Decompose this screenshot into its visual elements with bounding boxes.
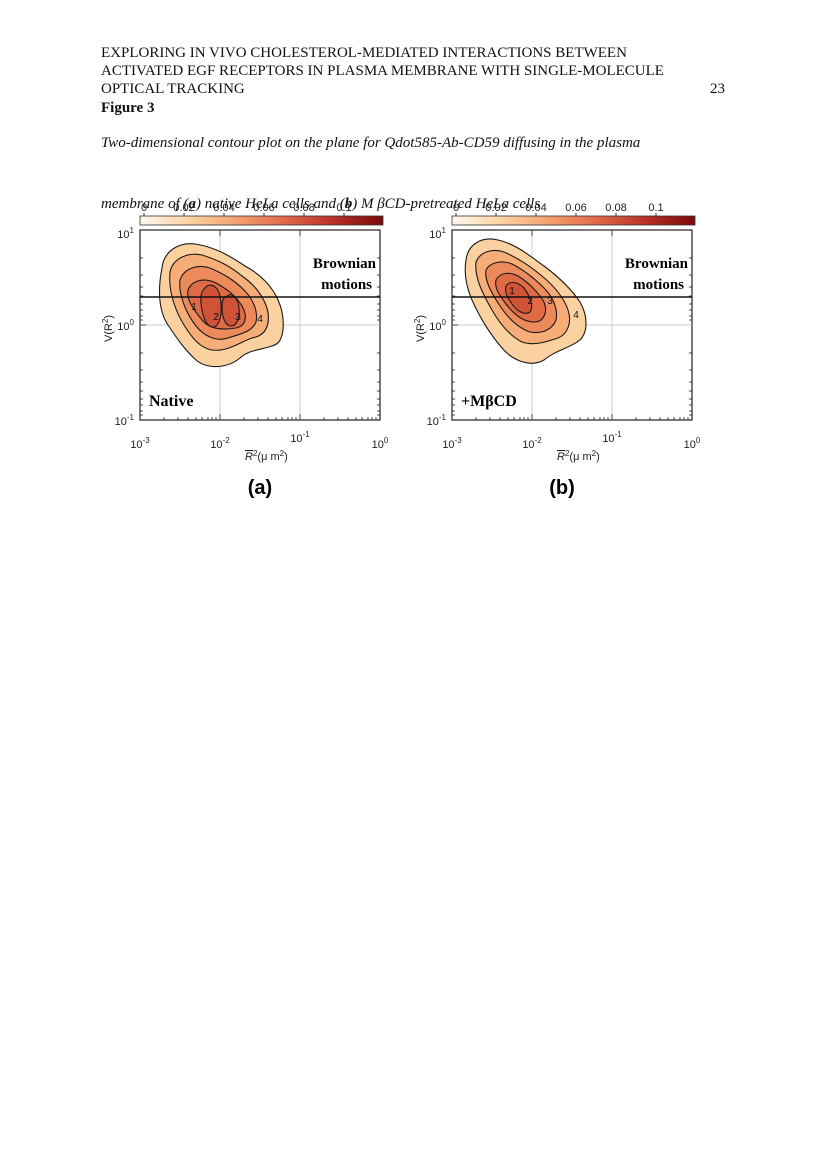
x-tick-label: 10-1 <box>602 430 622 445</box>
x-tick-labels: 10-3 10-2 10-1 100 <box>130 430 389 451</box>
panel-label: (a) <box>248 477 272 499</box>
brownian-annotation-1: Brownian <box>625 256 689 272</box>
x-axis-label: R2(μ m2) <box>557 449 600 463</box>
colorbar-tick-label: 0.04 <box>213 202 234 214</box>
y-tick-label: 100 <box>117 318 134 333</box>
colorbar-tick-label: 0 <box>453 202 459 214</box>
contour-label-3: 3 <box>235 312 241 323</box>
x-axis-label: R2(μ m2) <box>245 449 288 463</box>
contour-level-5 <box>200 284 222 328</box>
brownian-annotation-2: motions <box>321 277 372 293</box>
page-number: 23 <box>710 81 725 97</box>
y-axis-label: V(R2) <box>413 315 427 342</box>
contour-label-3: 3 <box>547 296 553 307</box>
contour-plot-native: 0 0.02 0.04 0.06 0.08 0.1 1 2 3 <box>101 202 389 499</box>
caption-text-post: ) M βCD-pretreated HeLa cells <box>352 196 541 212</box>
contour-level-5 <box>504 281 533 314</box>
brownian-annotation-1: Brownian <box>313 256 377 272</box>
header-line-3: OPTICAL TRACKING <box>101 81 245 97</box>
y-axis-label: V(R2) <box>101 315 115 342</box>
figure-caption-line-1: Two-dimensional contour plot on the plan… <box>101 135 641 151</box>
x-tick-label: 100 <box>372 436 389 451</box>
contour-label-2: 2 <box>527 296 533 307</box>
contour-level-5b <box>221 294 240 327</box>
y-tick-labels: 101 100 10-1 <box>115 226 135 428</box>
y-tick-label: 101 <box>429 226 446 241</box>
condition-label: Native <box>149 393 193 410</box>
colorbar-ticks: 0 0.02 0.04 0.06 0.08 0.1 <box>141 202 352 216</box>
figure-label: Figure 3 <box>101 100 155 116</box>
axis-ticks <box>451 229 693 421</box>
y-tick-label: 100 <box>429 318 446 333</box>
panel-mbcd: 0 0.02 0.04 0.06 0.08 0.1 1 2 3 4 Bro <box>412 200 732 505</box>
colorbar-tick-label: 0.1 <box>648 202 663 214</box>
running-header: EXPLORING IN VIVO CHOLESTEROL-MEDIATED I… <box>101 44 725 98</box>
colorbar-tick-label: 0.06 <box>253 202 274 214</box>
caption-text-pre: membrane of ( <box>101 196 189 212</box>
x-tick-label: 10-2 <box>210 436 230 451</box>
caption-ref-a: a <box>188 196 196 212</box>
contour-set <box>158 243 284 368</box>
x-tick-label: 10-2 <box>522 436 542 451</box>
colorbar-tick-label: 0.06 <box>565 202 586 214</box>
y-tick-label: 10-1 <box>427 413 447 428</box>
x-tick-label: 10-1 <box>290 430 310 445</box>
contour-label-1: 1 <box>509 286 515 297</box>
colorbar-tick-label: 0.04 <box>525 202 546 214</box>
colorbar <box>451 215 696 226</box>
y-tick-label: 10-1 <box>115 413 135 428</box>
colorbar-tick-label: 0.1 <box>336 202 351 214</box>
x-tick-label: 100 <box>684 436 701 451</box>
condition-label: +MβCD <box>461 393 517 410</box>
axis-ticks <box>139 229 381 421</box>
caption-text-mid: ) native HeLa cells and ( <box>195 196 345 212</box>
panel-label: (b) <box>549 477 575 499</box>
caption-ref-b: b <box>344 196 353 212</box>
contour-label-2: 2 <box>213 312 219 323</box>
y-tick-label: 101 <box>117 226 134 241</box>
y-tick-labels: 101 100 10-1 <box>427 226 447 428</box>
colorbar-tick-label: 0.02 <box>173 202 194 214</box>
colorbar-tick-label: 0.08 <box>605 202 626 214</box>
x-tick-labels: 10-3 10-2 10-1 100 <box>442 430 701 451</box>
panel-native: 0 0.02 0.04 0.06 0.08 0.1 1 2 3 <box>100 200 420 505</box>
x-tick-label: 10-3 <box>442 436 462 451</box>
contour-label-1: 1 <box>191 302 197 313</box>
figure-caption-line-2: membrane of (a) native HeLa cells and (b… <box>101 196 731 213</box>
brownian-annotation-2: motions <box>633 277 684 293</box>
contour-plot-mbcd: 0 0.02 0.04 0.06 0.08 0.1 1 2 3 4 Bro <box>413 202 701 499</box>
colorbar-tick-label: 0 <box>141 202 147 214</box>
header-line-1: EXPLORING IN VIVO CHOLESTEROL-MEDIATED I… <box>101 45 627 61</box>
x-tick-label: 10-3 <box>130 436 150 451</box>
colorbar-tick-label: 0.08 <box>293 202 314 214</box>
contour-label-4: 4 <box>257 314 263 325</box>
colorbar-tick-label: 0.02 <box>485 202 506 214</box>
colorbar-ticks: 0 0.02 0.04 0.06 0.08 0.1 <box>453 202 664 216</box>
colorbar <box>139 215 384 226</box>
header-line-2: ACTIVATED EGF RECEPTORS IN PLASMA MEMBRA… <box>101 63 664 79</box>
contour-label-4: 4 <box>573 310 579 321</box>
contour-labels: 1 2 3 4 <box>509 286 579 321</box>
contour-labels: 1 2 3 4 <box>191 302 263 325</box>
